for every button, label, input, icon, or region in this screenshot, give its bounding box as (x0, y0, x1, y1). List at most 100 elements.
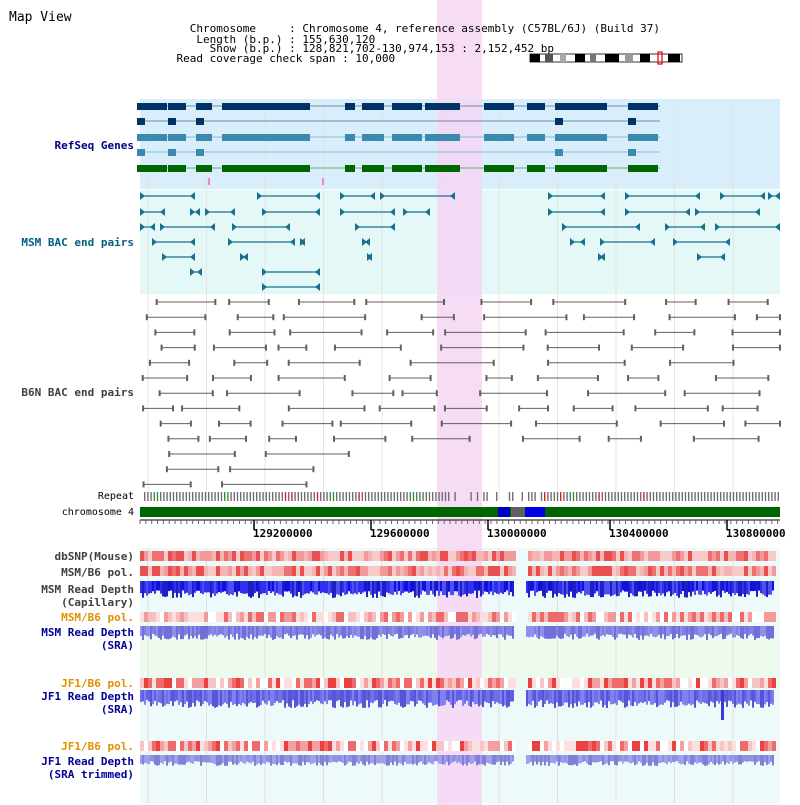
msm-bac-end (570, 238, 575, 246)
read-depth-bar (758, 755, 760, 762)
b6n-bac-end (654, 329, 657, 336)
read-depth-bar (706, 626, 708, 640)
variant-density-cell (580, 678, 584, 688)
read-depth-bar (412, 690, 414, 702)
variant-density-cell (152, 566, 156, 576)
variant-density-cell (764, 551, 768, 561)
read-depth-bar (474, 755, 476, 762)
variant-density-cell (352, 678, 356, 688)
read-depth-bar (292, 581, 294, 598)
variant-density-cell (384, 741, 388, 751)
read-depth-bar (642, 626, 644, 640)
variant-density-cell (220, 612, 224, 622)
read-depth-bar (378, 581, 380, 592)
read-depth-bar (224, 581, 226, 592)
read-depth-bar (396, 626, 398, 634)
read-depth-bar (172, 755, 174, 766)
variant-density-cell (628, 566, 632, 576)
read-depth-bar (334, 755, 336, 762)
read-depth-bar (390, 755, 392, 763)
variant-density-cell (736, 612, 740, 622)
b6n-bac-end (623, 359, 626, 366)
variant-density-cell (400, 741, 404, 751)
read-depth-bar (402, 690, 404, 708)
variant-density-cell (664, 678, 668, 688)
variant-density-cell (720, 612, 724, 622)
read-depth-bar (184, 690, 186, 705)
read-depth-bar (358, 626, 360, 637)
read-depth-bar (396, 690, 398, 705)
read-depth-bar (450, 690, 452, 705)
read-depth-bar (612, 755, 614, 762)
variant-density-cell (544, 551, 548, 561)
variant-density-cell (232, 566, 236, 576)
read-depth-bar (158, 626, 160, 638)
read-depth-bar (232, 690, 234, 705)
read-depth-bar (698, 690, 700, 703)
repeat-element (275, 492, 277, 501)
read-depth-bar (428, 755, 430, 763)
variant-density-cell (656, 678, 660, 688)
variant-density-cell (280, 551, 284, 561)
read-depth-bar (408, 755, 410, 765)
variant-density-cell (156, 551, 160, 561)
read-depth-bar (184, 626, 186, 636)
read-depth-bar (660, 581, 662, 596)
b6n-bac-end (264, 451, 267, 457)
read-depth-bar (188, 626, 190, 640)
variant-density-cell (400, 566, 404, 576)
read-depth-bar (162, 626, 164, 636)
repeat-element (697, 492, 699, 501)
read-depth-bar (510, 581, 512, 593)
read-depth-bar (726, 755, 728, 763)
read-depth-bar (458, 626, 460, 640)
ideogram-band (590, 54, 596, 62)
read-depth-bar (746, 690, 748, 704)
read-depth-bar (760, 626, 762, 636)
read-depth-bar (328, 690, 330, 701)
b6n-bac-end (443, 405, 446, 412)
read-depth-bar (264, 755, 266, 764)
read-depth-bar (696, 581, 698, 591)
variant-density-cell (440, 741, 444, 751)
read-depth-bar (562, 626, 564, 639)
read-depth-bar (386, 626, 388, 639)
read-depth-bar (372, 581, 374, 598)
read-depth-bar (418, 626, 420, 638)
read-depth-bar (674, 690, 676, 707)
repeat-element (668, 492, 671, 501)
read-depth-bar (414, 690, 416, 707)
variant-density-cell (456, 566, 460, 576)
variant-density-cell (408, 551, 412, 561)
read-depth-bar (352, 581, 354, 595)
variant-density-cell (436, 551, 440, 561)
read-depth-bar (620, 755, 622, 762)
variant-density-cell (412, 741, 416, 751)
repeat-element (179, 492, 181, 501)
read-depth-bar (436, 755, 438, 762)
read-depth-bar (300, 755, 302, 766)
variant-density-cell (204, 612, 208, 622)
variant-density-cell (160, 566, 164, 576)
variant-density-cell (240, 678, 244, 688)
msm-bac-end (190, 192, 195, 200)
read-depth-bar (588, 626, 590, 637)
variant-density-cell (332, 551, 336, 561)
read-depth-bar (750, 690, 752, 701)
msm-bac-end (285, 223, 290, 231)
variant-density-cell (636, 566, 640, 576)
variant-density-cell (356, 678, 360, 688)
read-depth-bar (188, 755, 190, 762)
read-depth-bar (632, 690, 634, 707)
read-depth-bar (206, 581, 208, 593)
gene-feature (555, 134, 607, 141)
variant-density-cell (492, 741, 496, 751)
read-depth-bar (620, 626, 622, 634)
read-depth-bar (668, 755, 670, 762)
jf1-b6-pol-trimmed-label: JF1/B6 pol. (61, 740, 134, 753)
variant-density-cell (480, 741, 484, 751)
variant-density-cell (276, 551, 280, 561)
read-depth-bar (160, 626, 162, 640)
variant-density-cell (592, 612, 596, 622)
